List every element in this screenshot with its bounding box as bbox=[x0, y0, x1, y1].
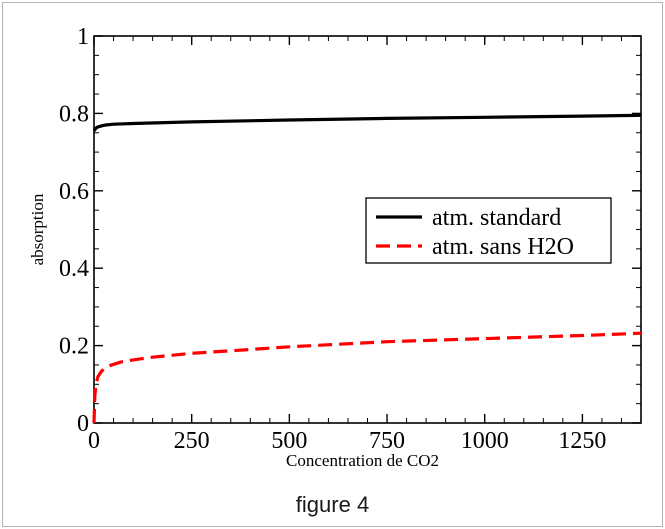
y-tick-label: 0.8 bbox=[59, 101, 89, 127]
x-tick-label: 0 bbox=[88, 428, 100, 454]
line-chart: 0 250 500 750 1000 1250 0 0.2 0.4 0.6 0.8 1 Concentr… bbox=[28, 24, 642, 470]
series-line-0 bbox=[92, 113, 642, 132]
x-tick-label: 1250 bbox=[558, 428, 606, 454]
y-tick-label: 0.4 bbox=[59, 256, 89, 282]
y-tick-label: 0 bbox=[77, 411, 89, 437]
y-tick-label: 0.6 bbox=[59, 179, 89, 205]
x-axis-label: Concentration de CO2 bbox=[286, 451, 439, 470]
x-tick-label: 500 bbox=[271, 428, 307, 454]
y-tick-label: 1 bbox=[77, 24, 89, 50]
legend-box bbox=[365, 197, 612, 264]
figure-caption: figure 4 bbox=[295, 492, 370, 517]
series-line-1 bbox=[92, 331, 642, 424]
legend-label-0: atm. standard bbox=[432, 205, 561, 231]
x-tick-label: 250 bbox=[174, 428, 210, 454]
y-tick-label: 0.2 bbox=[59, 334, 89, 360]
y-axis-label: absorption bbox=[28, 193, 47, 265]
legend-label-1: atm. sans H2O bbox=[432, 234, 574, 260]
x-tick-label: 750 bbox=[369, 428, 405, 454]
x-tick-label: 1000 bbox=[461, 428, 509, 454]
